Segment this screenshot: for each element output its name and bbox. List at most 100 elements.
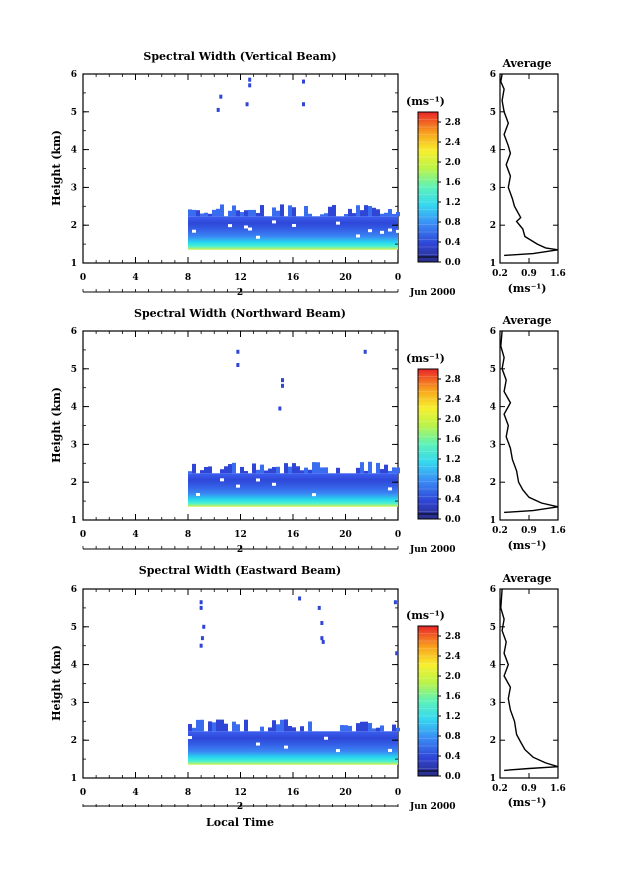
avg-x-tick-label: 1.6 — [550, 784, 566, 794]
data-cell — [300, 470, 304, 474]
avg-y-tick-label: 2 — [490, 736, 496, 746]
y-tick-label: 6 — [71, 327, 77, 337]
data-cell — [292, 207, 296, 217]
data-cell — [396, 727, 400, 732]
panel-eastward-beam: Spectral Width (Eastward Beam) 0 4 8 12 16 20… — [50, 564, 566, 829]
data-cell — [364, 470, 368, 474]
data-cell — [320, 467, 324, 474]
data-gap — [368, 229, 372, 233]
colorbar-tick-label: 1.6 — [445, 435, 461, 445]
data-cell — [388, 209, 392, 217]
data-cell — [288, 725, 292, 732]
avg-x-label: (ms⁻¹) — [508, 796, 547, 809]
colorbar-tick-label: 0.8 — [445, 732, 461, 742]
data-gap — [388, 228, 392, 232]
sparse-point — [395, 651, 399, 656]
day-label: 2 — [237, 288, 243, 298]
data-gap — [256, 742, 260, 746]
x-tick-label: 20 — [339, 273, 352, 283]
x-tick-label: 0 — [395, 530, 401, 540]
colorbar-tick-label: 2.8 — [445, 632, 461, 642]
avg-x-tick-label: 1.6 — [550, 269, 566, 279]
data-cell — [348, 725, 352, 732]
avg-y-tick-label: 3 — [490, 183, 496, 193]
data-cell — [272, 720, 276, 732]
data-cell — [328, 206, 332, 217]
data-cell — [240, 212, 244, 217]
data-cell — [216, 719, 220, 732]
data-gap — [272, 220, 276, 224]
data-cell — [276, 466, 280, 474]
data-cell — [316, 462, 320, 474]
colorbar-tick-label: 1.6 — [445, 692, 461, 702]
x-axis: 0 4 8 12 16 20 0 — [80, 74, 401, 292]
data-cell — [244, 719, 248, 732]
avg-y-tick-label: 1 — [490, 774, 496, 784]
average-profile: 0.2 0.9 1.6 1 2 3 4 5 6 — [490, 327, 566, 536]
data-cell — [392, 213, 396, 217]
data-cell — [204, 212, 208, 217]
x-tick-label: 0 — [80, 273, 86, 283]
data-cell — [344, 214, 348, 217]
avg-title: Average — [501, 572, 551, 585]
data-cell — [200, 470, 204, 474]
data-band — [188, 216, 398, 250]
avg-y-tick-label: 1 — [490, 516, 496, 526]
y-tick-label: 2 — [71, 736, 77, 746]
data-cell — [228, 210, 232, 217]
sparse-point — [317, 605, 321, 610]
data-cell — [360, 210, 364, 217]
data-cell — [340, 725, 344, 732]
data-cell — [388, 470, 392, 474]
y-tick-label: 5 — [71, 623, 77, 633]
data-cell — [264, 470, 268, 474]
sparse-point — [320, 621, 324, 626]
data-cell — [368, 461, 372, 474]
data-cell — [224, 723, 228, 732]
colorbar-unit: (ms⁻¹) — [406, 609, 445, 622]
x-tick-label: 12 — [234, 788, 247, 798]
data-cell — [228, 464, 232, 474]
colorbar: 0.0 0.4 0.8 1.2 1.6 2.0 2.4 2.8 — [417, 111, 461, 268]
sparse-point — [236, 349, 240, 354]
y-tick-label: 5 — [71, 108, 77, 118]
data-cell — [376, 209, 380, 217]
colorbar: 0.0 0.4 0.8 1.2 1.6 2.0 2.4 2.8 — [417, 625, 461, 782]
sparse-point — [298, 596, 302, 601]
colorbar-tick-label: 2.0 — [445, 672, 461, 682]
data-gap — [388, 748, 392, 752]
data-cell — [252, 209, 256, 217]
colorbar-tick-label: 1.6 — [445, 178, 461, 188]
average-profile: 0.2 0.9 1.6 1 2 3 4 5 6 — [490, 70, 566, 279]
data-cell — [220, 719, 224, 732]
data-gap — [244, 225, 248, 229]
avg-y-tick-label: 2 — [490, 478, 496, 488]
data-cell — [220, 469, 224, 474]
colorbar-tick-label: 0.0 — [445, 772, 461, 782]
avg-x-tick-label: 0.2 — [492, 526, 508, 536]
data-cell — [380, 725, 384, 732]
y-tick-label: 1 — [71, 259, 77, 269]
data-cell — [196, 719, 200, 732]
data-gap — [292, 223, 296, 227]
colorbar-tick-label: 2.4 — [445, 395, 461, 405]
data-cell — [376, 462, 380, 474]
data-cell — [220, 204, 224, 217]
data-cell — [192, 727, 196, 732]
data-cell — [364, 205, 368, 217]
y-axis: 1 2 3 4 5 6 — [71, 70, 398, 269]
data-cell — [332, 204, 336, 217]
data-gap — [228, 224, 232, 228]
data-cell — [292, 463, 296, 474]
data-cell — [380, 213, 384, 217]
x-tick-label: 0 — [80, 530, 86, 540]
data-cell — [252, 463, 256, 474]
data-cell — [192, 209, 196, 217]
x-tick-label: 20 — [339, 788, 352, 798]
data-cell — [368, 206, 372, 217]
avg-title: Average — [501, 57, 551, 70]
colorbar-tick-label: 1.2 — [445, 455, 461, 465]
y-tick-label: 6 — [71, 585, 77, 595]
data-cell — [236, 724, 240, 732]
data-cell — [304, 205, 308, 217]
